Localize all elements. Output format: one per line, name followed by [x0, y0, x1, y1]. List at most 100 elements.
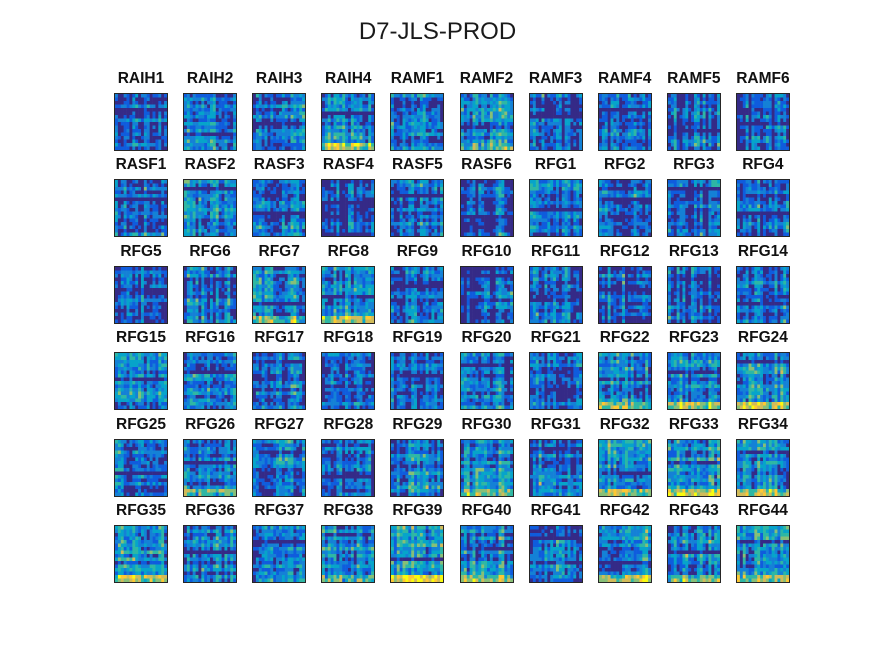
heatmap-cell: [578, 104, 582, 109]
heatmap-cell: [414, 118, 418, 123]
heatmap-cell: [270, 201, 274, 206]
heatmap-cell: [757, 146, 761, 150]
heatmap-cell: [258, 211, 263, 216]
heatmap-cell: [483, 115, 487, 119]
heatmap-cell: [477, 208, 482, 213]
heatmap-cell: [774, 129, 778, 133]
heatmap-cell: [192, 211, 196, 216]
heatmap-cell: [397, 187, 401, 192]
heatmap-cell: [500, 136, 505, 140]
heatmap-cell: [391, 125, 395, 130]
heatmap-cell: [120, 129, 124, 133]
heatmap-cell: [500, 218, 505, 223]
heatmap-cell: [688, 132, 692, 137]
heatmap-cell: [302, 122, 306, 126]
heatmap-cell: [601, 118, 605, 123]
heatmap-cell: [336, 111, 340, 116]
panel-label: RASF3: [253, 156, 305, 174]
heatmap-cell: [564, 222, 568, 227]
heatmap-cell: [207, 136, 211, 140]
heatmap-cell: [253, 118, 257, 123]
heatmap-cell: [463, 125, 467, 130]
heatmap-cell: [463, 132, 467, 137]
heatmap-cell: [224, 232, 228, 237]
heatmap-cell: [224, 187, 228, 192]
heatmap-cell: [132, 97, 136, 102]
heatmap-cell: [126, 115, 130, 119]
heatmap-cell: [233, 101, 237, 105]
heatmap-cell: [647, 118, 651, 123]
heatmap-cell: [411, 225, 415, 230]
heatmap-cell: [141, 194, 145, 199]
heatmap-cell: [129, 111, 133, 116]
heatmap-cell: [558, 197, 562, 202]
heatmap-cell: [212, 187, 217, 192]
heatmap-cell: [207, 129, 211, 133]
heatmap-cell: [354, 143, 358, 147]
heatmap-cell: [356, 136, 361, 140]
heatmap-cell: [330, 129, 335, 133]
heatmap-cell: [607, 180, 611, 185]
heatmap-cell: [345, 122, 349, 126]
heatmap-cell: [558, 132, 562, 137]
heatmap-cell: [434, 101, 438, 105]
heatmap-cell: [627, 115, 631, 119]
heatmap-cell: [495, 204, 499, 209]
heatmap-cell: [132, 108, 136, 112]
heatmap-cell: [636, 118, 640, 123]
heatmap-cell: [535, 229, 539, 234]
heatmap-cell: [768, 104, 772, 109]
heatmap-cell: [506, 215, 510, 220]
heatmap-cell: [474, 108, 479, 112]
heatmap-cell: [420, 132, 424, 137]
heatmap-cell: [705, 139, 709, 144]
heatmap-cell: [258, 229, 263, 234]
heatmap-cell: [256, 94, 260, 98]
heatmap-cell: [270, 122, 274, 126]
heatmap-cell: [474, 204, 479, 209]
heatmap-cell: [146, 190, 150, 195]
heatmap-cell: [739, 101, 743, 105]
heatmap-cell: [129, 129, 133, 133]
heatmap-cell: [529, 97, 533, 102]
heatmap-cell: [440, 201, 444, 206]
heatmap-cell: [500, 115, 505, 119]
heatmap-cell: [474, 101, 479, 105]
heatmap-cell: [555, 136, 559, 140]
heatmap-cell: [227, 111, 231, 116]
heatmap-cell: [284, 194, 289, 199]
heatmap-cell: [267, 125, 271, 130]
heatmap-cell: [466, 108, 470, 112]
heatmap-cell: [299, 136, 303, 140]
heatmap-cell: [431, 125, 436, 130]
heatmap-cell: [564, 143, 568, 147]
heatmap-cell: [544, 183, 548, 188]
heatmap-cell: [555, 104, 559, 109]
heatmap-cell: [777, 136, 781, 140]
heatmap-cell: [359, 222, 364, 227]
heatmap-cell: [359, 101, 364, 105]
heatmap-cell: [215, 146, 220, 150]
heatmap-cell: [330, 208, 335, 213]
heatmap-cell: [544, 194, 548, 199]
heatmap-cell: [299, 204, 303, 209]
heatmap-cell: [282, 218, 286, 223]
heatmap-cell: [258, 97, 263, 102]
heatmap-cell: [161, 215, 165, 220]
heatmap-cell: [529, 115, 533, 119]
heatmap-cell: [296, 232, 300, 237]
heatmap-cell: [120, 132, 124, 137]
heatmap-cell: [276, 101, 280, 105]
heatmap-cell: [437, 204, 441, 209]
heatmap-cell: [362, 201, 366, 206]
heatmap-cell: [201, 129, 205, 133]
heatmap-cell: [428, 190, 433, 195]
heatmap-cell: [572, 111, 577, 116]
heatmap-cell: [192, 129, 196, 133]
heatmap-cell: [161, 139, 165, 144]
heatmap-cell: [642, 122, 646, 126]
heatmap-cell: [293, 143, 297, 147]
heatmap-cell: [400, 104, 404, 109]
heatmap-cell: [198, 122, 202, 126]
heatmap-cell: [474, 132, 479, 137]
